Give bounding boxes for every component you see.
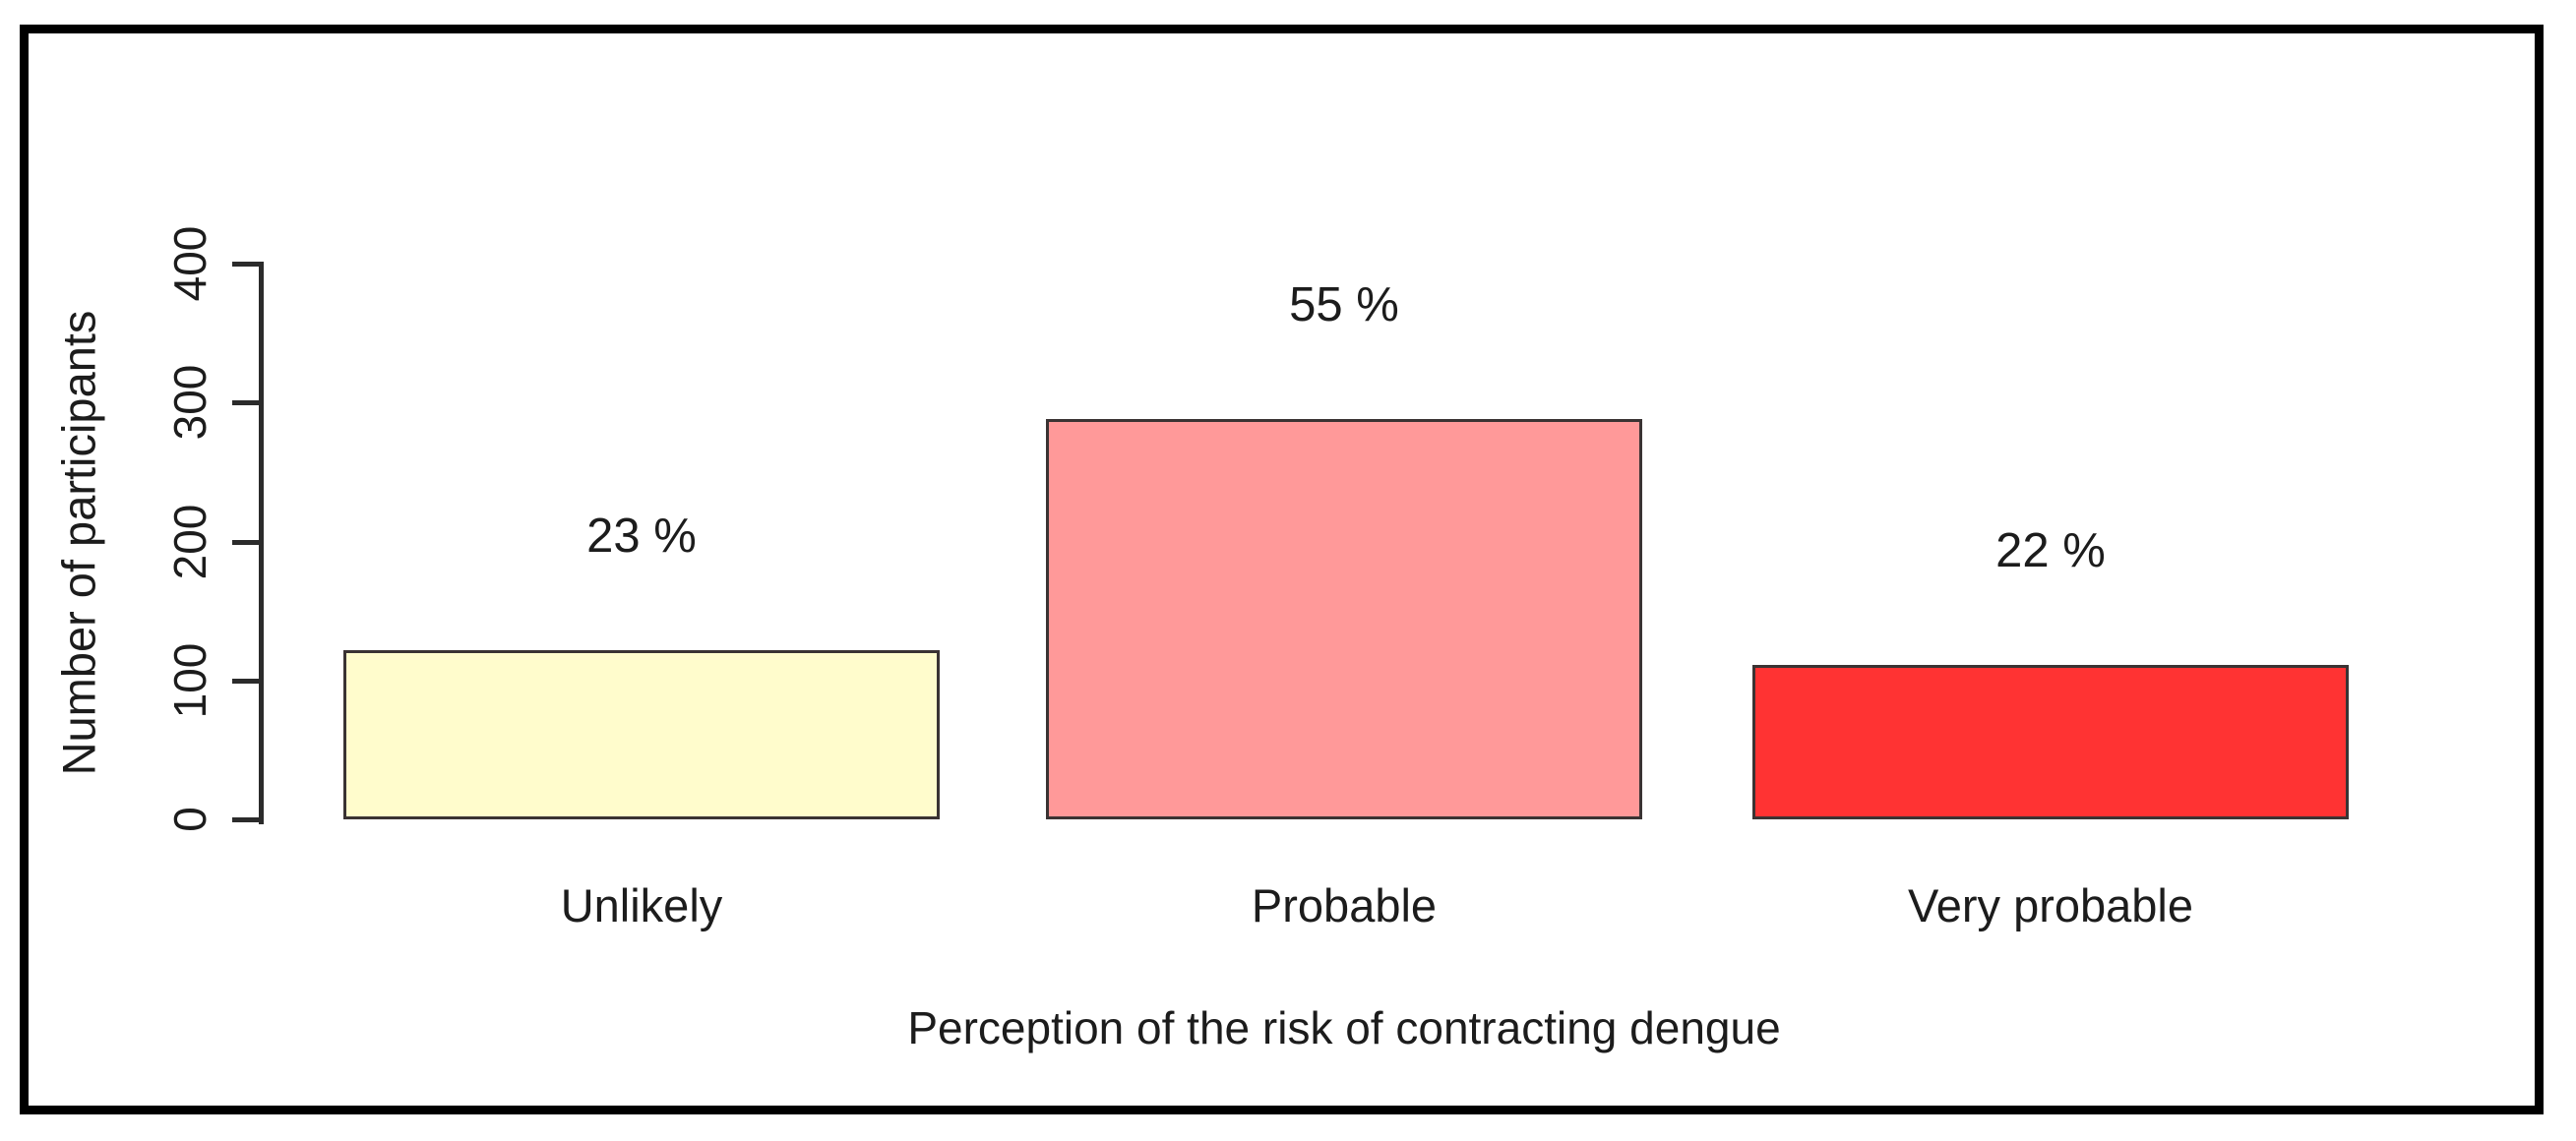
y-tick-mark <box>232 400 261 406</box>
y-tick-mark <box>232 817 261 822</box>
x-axis-title: Perception of the risk of contracting de… <box>907 1002 1781 1053</box>
bar-value-label: 55 % <box>1289 278 1399 331</box>
bar-value-label: 23 % <box>586 510 697 563</box>
figure-border <box>20 25 2544 1114</box>
y-tick-mark <box>232 678 261 684</box>
y-tick-mark <box>232 262 261 267</box>
y-tick-label: 200 <box>164 504 215 579</box>
y-axis-title: Number of participants <box>52 310 105 776</box>
bar-very-probable <box>1752 665 2349 819</box>
bar-probable <box>1046 419 1642 819</box>
y-tick-label: 400 <box>164 225 215 302</box>
x-category-label: Probable <box>1251 879 1438 931</box>
bar-value-label: 22 % <box>1995 524 2106 577</box>
x-category-label: Very probable <box>1907 879 2194 931</box>
y-tick-label: 100 <box>164 642 215 719</box>
y-axis-line <box>259 262 264 824</box>
y-tick-mark <box>232 539 261 545</box>
y-tick-label: 0 <box>164 807 215 832</box>
bar-unlikely <box>343 650 940 819</box>
y-tick-label: 300 <box>164 364 215 441</box>
x-category-label: Unlikely <box>560 879 723 931</box>
